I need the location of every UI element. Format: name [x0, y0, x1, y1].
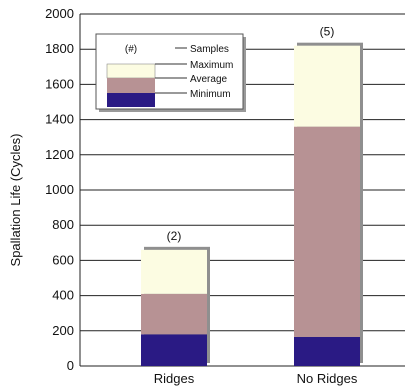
sample-count-label: (5) [320, 25, 335, 39]
bar-segment-minimum [294, 336, 360, 366]
legend-label-average: Average [190, 74, 228, 85]
y-tick-label: 800 [52, 217, 74, 232]
bar-segment-maximum [141, 249, 207, 294]
legend-swatch-minimum [107, 93, 155, 107]
bar-segment-maximum [294, 45, 360, 127]
y-tick-labels: 0 200 400 600 800 1000 1200 1400 1600 1800 2000 [45, 6, 74, 373]
x-tick-label: Ridges [154, 371, 195, 386]
y-tick-label: 1400 [45, 112, 74, 127]
y-tick-label: 600 [52, 252, 74, 267]
legend-label-minimum: Minimum [190, 89, 231, 100]
sample-count-label: (2) [167, 229, 182, 243]
bar-segment-average [141, 293, 207, 335]
y-tick-label: 2000 [45, 6, 74, 21]
legend-label-samples: Samples [190, 44, 229, 55]
legend-swatch-maximum [106, 63, 156, 79]
x-tick-label: No Ridges [297, 371, 358, 386]
y-tick-label: 400 [52, 288, 74, 303]
x-tick-labels: Ridges No Ridges [154, 371, 358, 386]
y-tick-label: 1600 [45, 76, 74, 91]
legend-swatch-average [107, 78, 155, 93]
legend: (#) Samples Maximum Average Minimum [95, 33, 246, 112]
bar-segment-average [294, 126, 360, 337]
y-tick-label: 1800 [45, 41, 74, 56]
legend-samples-symbol: (#) [125, 44, 137, 55]
legend-label-maximum: Maximum [190, 60, 233, 71]
y-tick-label: 1200 [45, 147, 74, 162]
bars: (2) (5) [141, 25, 363, 366]
bar-segment-minimum [141, 334, 207, 366]
y-tick-label: 0 [67, 358, 74, 373]
y-tick-label: 200 [52, 323, 74, 338]
y-axis-title: Spallation Life (Cycles) [8, 134, 23, 267]
y-tick-label: 1000 [45, 182, 74, 197]
